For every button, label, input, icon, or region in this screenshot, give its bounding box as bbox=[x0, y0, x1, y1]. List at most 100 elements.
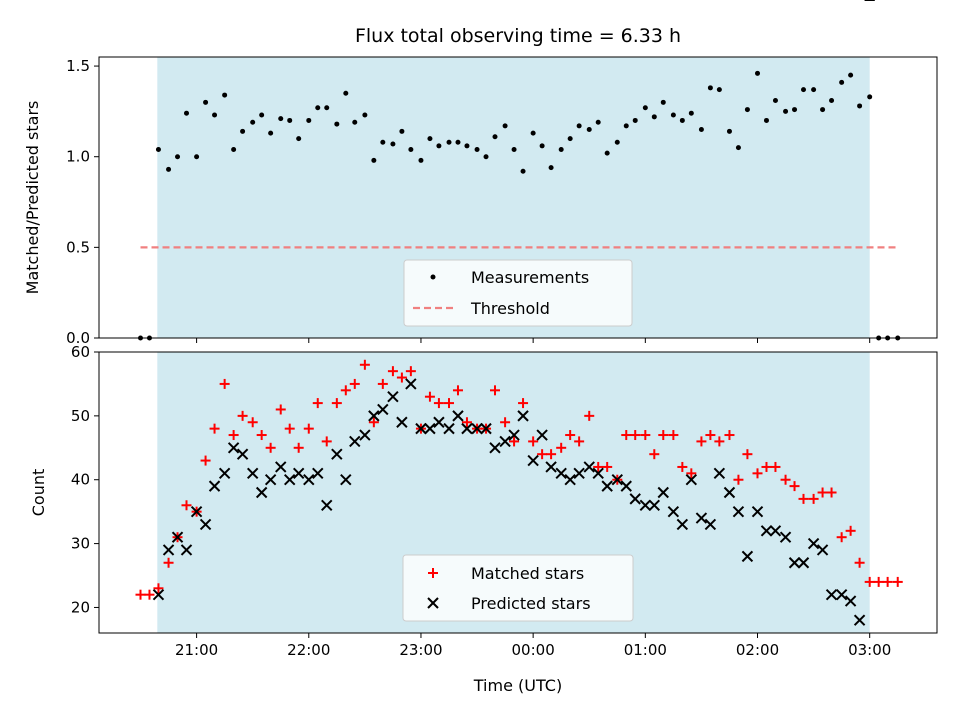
measurements-point bbox=[829, 98, 835, 104]
matched-stars-point bbox=[882, 576, 893, 587]
matched-stars-point bbox=[658, 430, 669, 441]
measurements-point bbox=[502, 123, 508, 129]
x-axis-label: Time (UTC) bbox=[473, 676, 562, 695]
measurements-point bbox=[632, 117, 638, 123]
measurements-point bbox=[755, 70, 761, 76]
measurements-point bbox=[390, 141, 396, 147]
predicted-stars-point bbox=[255, 486, 268, 499]
y-tick-label: 40 bbox=[71, 471, 90, 489]
legend-measurements-marker bbox=[430, 274, 436, 280]
matched-stars-point bbox=[340, 385, 351, 396]
matched-stars-point bbox=[892, 576, 903, 587]
measurements-point bbox=[520, 168, 526, 174]
matched-stars-point bbox=[864, 576, 875, 587]
predicted-stars-point bbox=[246, 467, 259, 480]
predicted-stars-point bbox=[648, 499, 661, 511]
predicted-stars-point bbox=[601, 480, 613, 492]
y-tick-label: 20 bbox=[71, 598, 90, 616]
measurements-point bbox=[792, 107, 798, 113]
count-legend-box bbox=[402, 554, 634, 622]
measurements-point bbox=[567, 136, 573, 142]
matched-stars-point bbox=[396, 372, 407, 383]
ratio-panel: 0.0 0.5 1.0 1.5 Matched/Predicted stars Mea… bbox=[23, 56, 938, 347]
measurements-point bbox=[268, 130, 274, 136]
predicted-stars-point bbox=[227, 442, 240, 454]
measurements-point bbox=[688, 110, 694, 116]
y-tick-label: 60 bbox=[71, 343, 90, 361]
measurements-point bbox=[670, 112, 676, 118]
predicted-stars-point bbox=[443, 422, 455, 435]
predicted-stars-point bbox=[461, 422, 473, 435]
predicted-stars-point bbox=[489, 442, 501, 454]
measurements-point bbox=[492, 134, 498, 140]
legend-x bbox=[427, 597, 439, 609]
x-tick-label: 22:00 bbox=[287, 641, 330, 659]
matched-stars-point bbox=[518, 398, 529, 409]
x-tick-label: 01:00 bbox=[624, 641, 667, 659]
predicted-stars-point bbox=[629, 493, 641, 505]
predicted-stars-point bbox=[162, 544, 175, 556]
matched-stars-point bbox=[798, 493, 809, 504]
predicted-stars-point bbox=[236, 448, 249, 460]
matched-stars-point bbox=[163, 557, 174, 568]
predicted-stars-point bbox=[732, 505, 745, 518]
predicted-stars-point bbox=[452, 410, 464, 422]
matched-stars-point bbox=[677, 461, 688, 472]
predicted-stars-point bbox=[359, 429, 371, 441]
matched-stars-point bbox=[537, 449, 548, 460]
predicted-stars-point bbox=[396, 416, 408, 428]
measurements-point bbox=[623, 123, 629, 129]
predicted-stars-point bbox=[695, 512, 708, 524]
matched-stars-point bbox=[649, 449, 660, 460]
predicted-stars-point bbox=[713, 467, 726, 480]
predicted-stars-point bbox=[349, 435, 361, 448]
predicted-stars-point bbox=[657, 486, 669, 499]
matched-stars-point bbox=[424, 391, 435, 402]
matched-stars-point bbox=[387, 366, 398, 377]
measurements-point bbox=[278, 116, 284, 122]
matched-stars-point bbox=[359, 359, 370, 370]
measurements-point bbox=[811, 87, 817, 93]
predicted-stars-point bbox=[480, 422, 492, 435]
predicted-stars-point bbox=[583, 461, 595, 473]
y-tick-label: 0.0 bbox=[66, 329, 90, 347]
predicted-stars-point bbox=[611, 474, 623, 486]
predicted-stars-point bbox=[639, 499, 652, 511]
matched-stars-point bbox=[500, 417, 511, 428]
predicted-stars-point bbox=[676, 518, 689, 531]
matched-stars-point bbox=[256, 430, 267, 441]
matched-stars-point bbox=[200, 455, 211, 466]
measurements-point bbox=[642, 105, 648, 111]
measurements-point bbox=[464, 143, 470, 149]
matched-stars-point bbox=[452, 385, 463, 396]
matched-stars-point bbox=[630, 430, 641, 441]
ratio-legend-box bbox=[403, 259, 633, 327]
matched-stars-point bbox=[368, 417, 379, 428]
matched-stars-point bbox=[546, 449, 557, 460]
legend-matched-label: Matched stars bbox=[471, 564, 584, 583]
matched-stars-point bbox=[854, 557, 865, 568]
measurements-point bbox=[184, 110, 190, 116]
predicted-stars-point bbox=[751, 505, 764, 518]
legend-predicted-marker bbox=[427, 597, 439, 609]
measurements-point bbox=[558, 146, 564, 152]
matched-stars-point bbox=[247, 417, 258, 428]
predicted-stars-point bbox=[760, 525, 773, 537]
measurements-point bbox=[716, 87, 722, 93]
legend-threshold-label: Threshold bbox=[470, 299, 550, 318]
measurements-point bbox=[801, 87, 807, 93]
matched-stars-point bbox=[761, 461, 772, 472]
matched-stars-point bbox=[640, 430, 651, 441]
predicted-stars-point bbox=[807, 537, 820, 550]
count-y-axis-label: Count bbox=[29, 469, 48, 517]
measurements-point bbox=[763, 117, 769, 123]
predicted-stars-point bbox=[264, 474, 277, 486]
predicted-stars-point bbox=[527, 454, 539, 467]
measurements-point bbox=[408, 146, 414, 152]
predicted-stars-point bbox=[199, 518, 212, 531]
measurements-point bbox=[427, 136, 433, 142]
predicted-stars-point bbox=[536, 429, 548, 441]
matched-stars-point bbox=[733, 474, 744, 485]
measurements-point bbox=[576, 123, 582, 129]
measurements-point bbox=[483, 154, 489, 160]
